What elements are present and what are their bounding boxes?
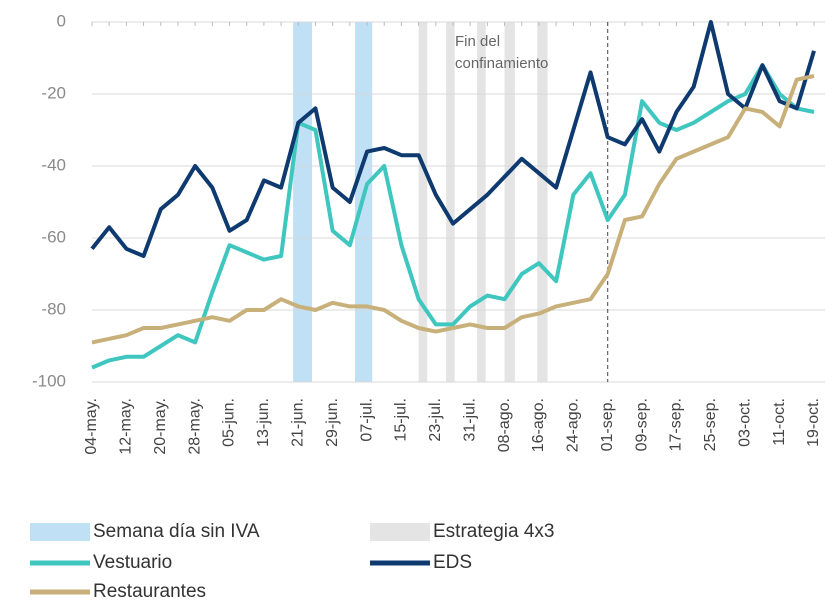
- x-tick-label: 15-jul.: [393, 398, 410, 442]
- y-tick-label: -40: [41, 155, 66, 174]
- x-tick-label: 24-ago.: [565, 398, 582, 452]
- x-tick-label: 05-jun.: [221, 398, 238, 447]
- band: [293, 22, 313, 382]
- legend-label: Vestuario: [93, 552, 172, 573]
- band: [446, 22, 455, 382]
- x-tick-label: 16-ago.: [530, 398, 547, 452]
- x-tick-label: 09-sep.: [633, 398, 650, 451]
- y-tick-label: -80: [41, 299, 66, 318]
- legend-label: Semana día sin IVA: [93, 521, 260, 542]
- series-line: [90, 20, 816, 258]
- x-tick-label: 20-may.: [152, 398, 169, 455]
- x-tick-label: 04-may.: [83, 398, 100, 455]
- x-tick-label: 25-sep.: [702, 398, 719, 451]
- x-tick-label: 21-jun.: [290, 398, 307, 447]
- y-tick-label: -60: [41, 227, 66, 246]
- y-tick-label: 0: [57, 11, 66, 30]
- legend-label: Estrategia 4x3: [433, 521, 554, 542]
- x-tick-label: 19-oct.: [805, 398, 822, 447]
- y-tick-label: -100: [32, 371, 66, 390]
- x-tick-label: 08-ago.: [496, 398, 513, 452]
- x-tick-label: 17-sep.: [668, 398, 685, 451]
- x-tick-label: 31-jul.: [461, 398, 478, 442]
- series-line: [91, 74, 815, 345]
- legend-swatch: [30, 523, 90, 541]
- x-tick-label: 07-jul.: [358, 398, 375, 442]
- legend-label: Restaurantes: [93, 581, 206, 602]
- x-tick-label: 28-may.: [186, 398, 203, 455]
- band: [418, 22, 428, 382]
- band: [537, 22, 548, 382]
- legend-label: EDS: [433, 552, 472, 573]
- x-tick-label: 03-oct.: [736, 398, 753, 447]
- x-tick-label: 23-jul.: [427, 398, 444, 442]
- x-tick-label: 11-oct.: [771, 398, 788, 446]
- y-tick-label: -20: [41, 83, 66, 102]
- series-line: [91, 63, 815, 370]
- x-tick-label: 12-may.: [118, 398, 135, 455]
- x-tick-label: 29-jun.: [324, 398, 341, 447]
- x-tick-label: 13-jun.: [255, 398, 272, 447]
- legend-swatch: [370, 523, 430, 541]
- x-tick-label: 01-sep.: [599, 398, 616, 451]
- band: [504, 22, 515, 382]
- annotation: confinamiento: [455, 55, 548, 72]
- annotation: Fin del: [455, 33, 500, 50]
